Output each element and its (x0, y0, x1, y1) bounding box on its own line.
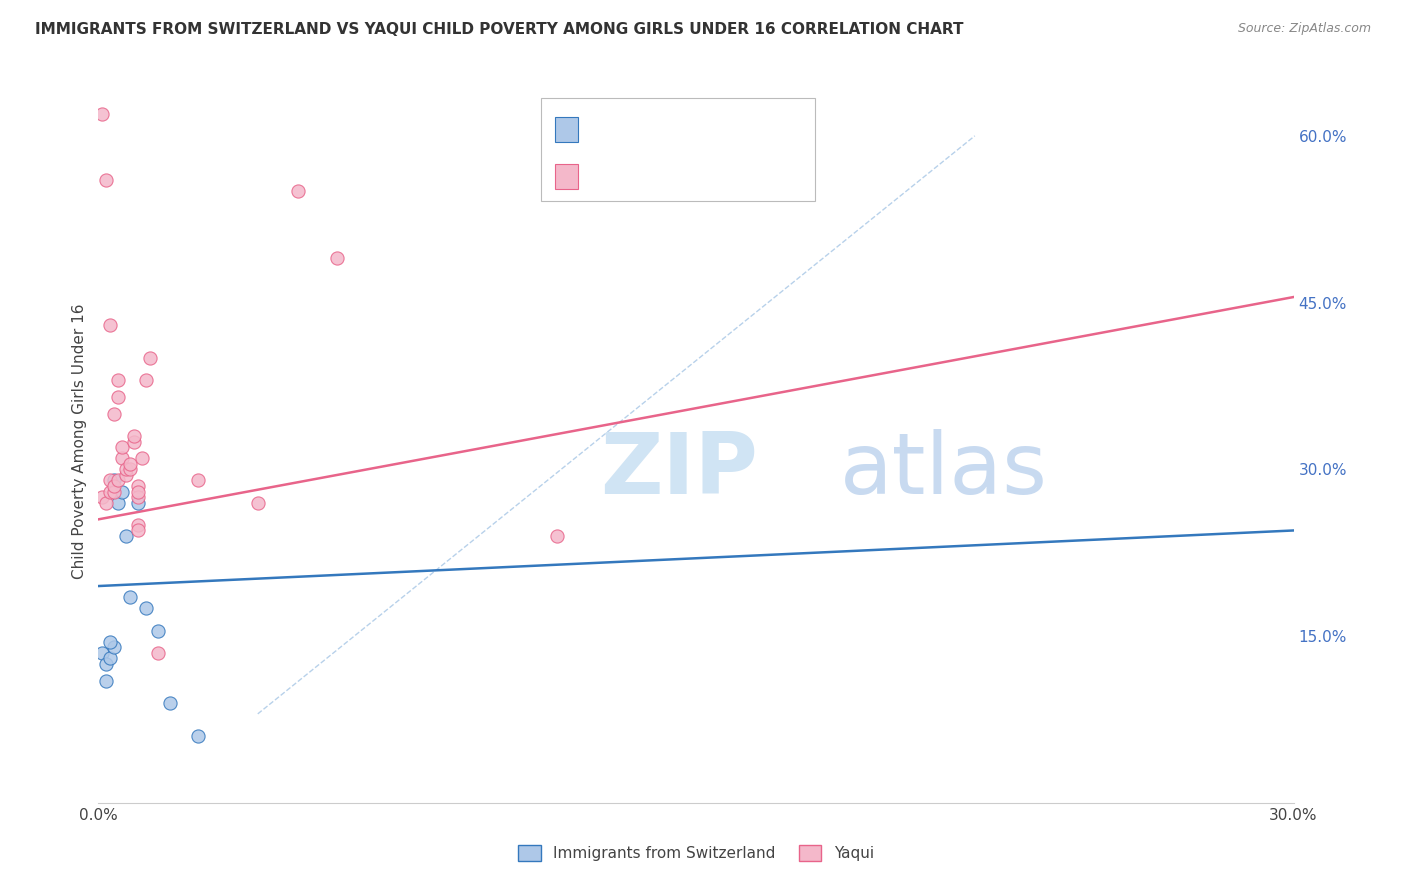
Point (139, 351, 162, 366)
Point (127, 484, 149, 499)
Point (187, 729, 209, 743)
Point (246, 496, 269, 510)
Point (96, 496, 118, 510)
Point (91, 490, 114, 504)
Point (111, 451, 134, 466)
Point (98, 484, 122, 499)
Text: ZIP: ZIP (600, 429, 758, 512)
Point (103, 479, 125, 493)
Point (148, 624, 170, 638)
Point (135, 601, 157, 615)
Point (98, 634, 122, 648)
Point (103, 640, 125, 655)
Legend: Immigrants from Switzerland, Yaqui: Immigrants from Switzerland, Yaqui (512, 839, 880, 867)
Point (98, 651, 122, 665)
Point (98, 474, 122, 488)
Point (120, 590, 142, 604)
Point (107, 496, 129, 510)
Text: atlas: atlas (839, 429, 1047, 512)
Point (96, 173, 118, 187)
Text: IMMIGRANTS FROM SWITZERLAND VS YAQUI CHILD POVERTY AMONG GIRLS UNDER 16 CORRELAT: IMMIGRANTS FROM SWITZERLAND VS YAQUI CHI… (35, 22, 963, 37)
Point (159, 696, 181, 710)
Point (107, 373, 129, 387)
Point (124, 434, 146, 449)
Text: 0.330: 0.330 (626, 123, 673, 138)
Point (127, 490, 149, 504)
Point (131, 451, 153, 466)
Point (120, 457, 142, 471)
Point (115, 529, 138, 543)
Point (115, 467, 138, 482)
Point (135, 373, 157, 387)
Point (120, 462, 142, 476)
Point (111, 440, 134, 454)
Point (287, 185, 309, 199)
Text: 35: 35 (716, 170, 737, 186)
Text: 16: 16 (716, 123, 737, 138)
Point (127, 496, 149, 510)
Point (96, 673, 118, 688)
Point (107, 474, 129, 488)
Point (107, 390, 129, 404)
Text: R =: R = (589, 123, 623, 138)
Point (96, 657, 118, 671)
Text: Source: ZipAtlas.com: Source: ZipAtlas.com (1237, 22, 1371, 36)
Text: 0.319: 0.319 (626, 170, 673, 186)
Point (115, 462, 138, 476)
Point (103, 474, 125, 488)
Point (91, 106, 114, 120)
Text: N =: N = (679, 123, 713, 138)
Point (326, 251, 349, 265)
Point (127, 479, 149, 493)
Point (127, 524, 149, 538)
Point (91, 646, 114, 660)
Point (124, 429, 146, 443)
Text: R =: R = (589, 170, 623, 186)
Point (127, 517, 149, 532)
Point (103, 407, 125, 421)
Point (98, 318, 122, 332)
Point (148, 646, 170, 660)
Y-axis label: Child Poverty Among Girls Under 16: Child Poverty Among Girls Under 16 (72, 304, 87, 579)
Point (187, 474, 209, 488)
Point (546, 529, 568, 543)
Point (103, 484, 125, 499)
Text: N =: N = (679, 170, 713, 186)
Point (111, 484, 134, 499)
